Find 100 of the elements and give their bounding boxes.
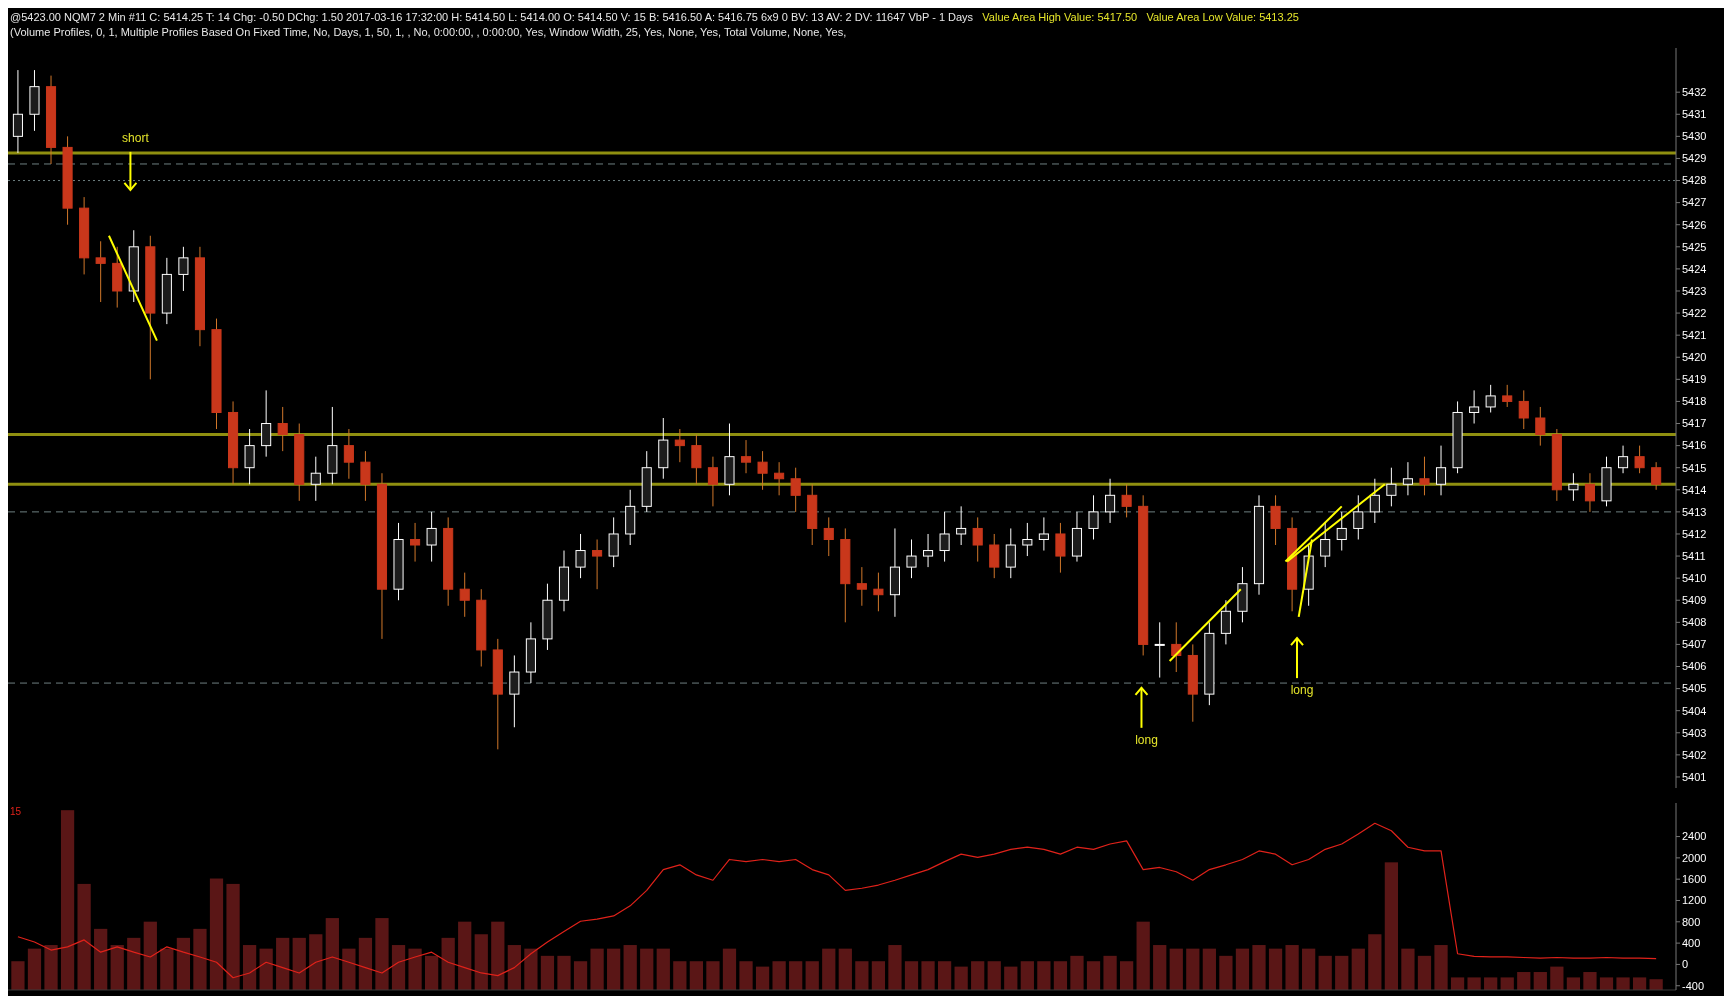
y-tick-label: 5409 (1682, 594, 1707, 607)
bar (590, 948, 604, 990)
bar (1285, 945, 1299, 990)
bar (1103, 955, 1117, 990)
bar (342, 948, 356, 990)
candlestick (1369, 478, 1380, 524)
text: @5423.00 NQM7 2 Min #11 C: 5414.25 T: 14 Chg: -0.50 DChg: 1.50 2017-03-16 17:32:00 H: 5414.50 L: 5414.00 O: 5414.50 V: 15 B: 5416.50 A: 5416.75 6x9 0 BV: 13 AV: 2 DV: 11647 VbP - 1 Days (10, 11, 974, 23)
candlestick (1419, 456, 1430, 496)
y-tick-label: 5401 (1682, 770, 1707, 783)
candlestick (459, 572, 470, 618)
bar (441, 937, 455, 990)
candlestick (1651, 461, 1662, 491)
bar (1219, 955, 1233, 990)
candlestick (873, 572, 884, 612)
y-tick-label: 5430 (1682, 130, 1707, 143)
bar (524, 948, 538, 990)
bar (855, 961, 869, 990)
candlestick (823, 516, 834, 557)
bar (1268, 948, 1283, 990)
bar (838, 948, 852, 990)
candlestick (592, 538, 603, 590)
candlestick (277, 406, 288, 452)
bar (325, 918, 339, 990)
bar (176, 937, 191, 990)
bar (1500, 977, 1514, 990)
y-tick-label: 5410 (1682, 572, 1707, 584)
candlestick (1270, 494, 1281, 546)
candlestick (757, 450, 768, 491)
bar (127, 937, 141, 990)
bar (309, 934, 323, 990)
bar (1566, 977, 1581, 990)
bar (1086, 961, 1101, 990)
bar (805, 961, 819, 990)
y-tick-label: 5426 (1682, 218, 1707, 231)
bar (772, 961, 786, 990)
bar (739, 961, 753, 990)
y-tick-label: 5429 (1682, 152, 1707, 165)
bar (1484, 977, 1498, 990)
bar (789, 961, 803, 990)
bar (193, 928, 207, 990)
y-tick-label: 5403 (1682, 726, 1707, 739)
y-tick-label: 5422 (1682, 306, 1707, 319)
candlestick (509, 654, 520, 728)
bar (226, 883, 240, 990)
y-tick-label: 400 (1682, 936, 1701, 949)
bar (871, 961, 886, 990)
bar (1434, 945, 1448, 990)
y-tick-label: 5402 (1682, 748, 1707, 761)
candlestick (691, 434, 702, 485)
text: (Volume Profiles, 0, 1, Multiple Profiles Based On Fixed Time, No, Days, 1, 50, 1, , No, 0:00:00, , 0:00:00, Yes, Window Width, 25, Yes, None, Yes, Total Volume, None, Yes, (10, 26, 847, 38)
bar (242, 945, 257, 990)
bar (1467, 977, 1481, 990)
bar (1053, 961, 1068, 990)
bar (1616, 977, 1630, 990)
bar (1020, 961, 1034, 990)
y-tick-label: 5431 (1682, 108, 1707, 121)
bar (1004, 966, 1018, 990)
candlestick (856, 566, 867, 607)
candlestick (426, 511, 437, 563)
bar (573, 961, 588, 990)
candlestick (1584, 472, 1595, 513)
y-tick-label: 2400 (1682, 830, 1707, 843)
bar (160, 948, 174, 990)
y-tick-label: 800 (1682, 915, 1701, 928)
y-tick-label: 5408 (1682, 616, 1707, 629)
candlestick (939, 511, 950, 563)
y-tick-label: 5413 (1682, 505, 1707, 518)
y-tick-label: 5424 (1682, 262, 1707, 275)
bar (1169, 948, 1183, 990)
candlestick (1055, 522, 1066, 574)
bar (689, 961, 703, 990)
bar (1550, 966, 1564, 990)
bar (540, 955, 555, 990)
y-tick-label: 5411 (1682, 549, 1706, 562)
bar (971, 961, 985, 990)
bar (1351, 948, 1365, 990)
candlestick (1634, 445, 1645, 474)
bar (1401, 948, 1415, 990)
candlestick (1353, 494, 1364, 540)
line-series (17, 822, 1657, 979)
y-tick-label: 5428 (1682, 174, 1707, 187)
bar (458, 921, 472, 990)
bar (640, 948, 654, 990)
bar (391, 945, 406, 990)
bar (60, 810, 75, 990)
y-tick-label: 5419 (1682, 373, 1707, 386)
candlestick (360, 450, 371, 502)
bar (888, 945, 902, 990)
y-tick-label: 5415 (1682, 461, 1707, 474)
candlestick (608, 516, 619, 568)
bar (1517, 972, 1531, 990)
candlestick (1618, 445, 1629, 474)
bar (1632, 977, 1647, 990)
y-tick-label: 5420 (1682, 351, 1707, 364)
candlestick (310, 456, 321, 502)
y-tick-label: 1200 (1682, 894, 1707, 907)
bar (11, 961, 25, 990)
bar (1599, 977, 1614, 990)
candlestick (1105, 478, 1116, 524)
candlestick (707, 456, 718, 507)
